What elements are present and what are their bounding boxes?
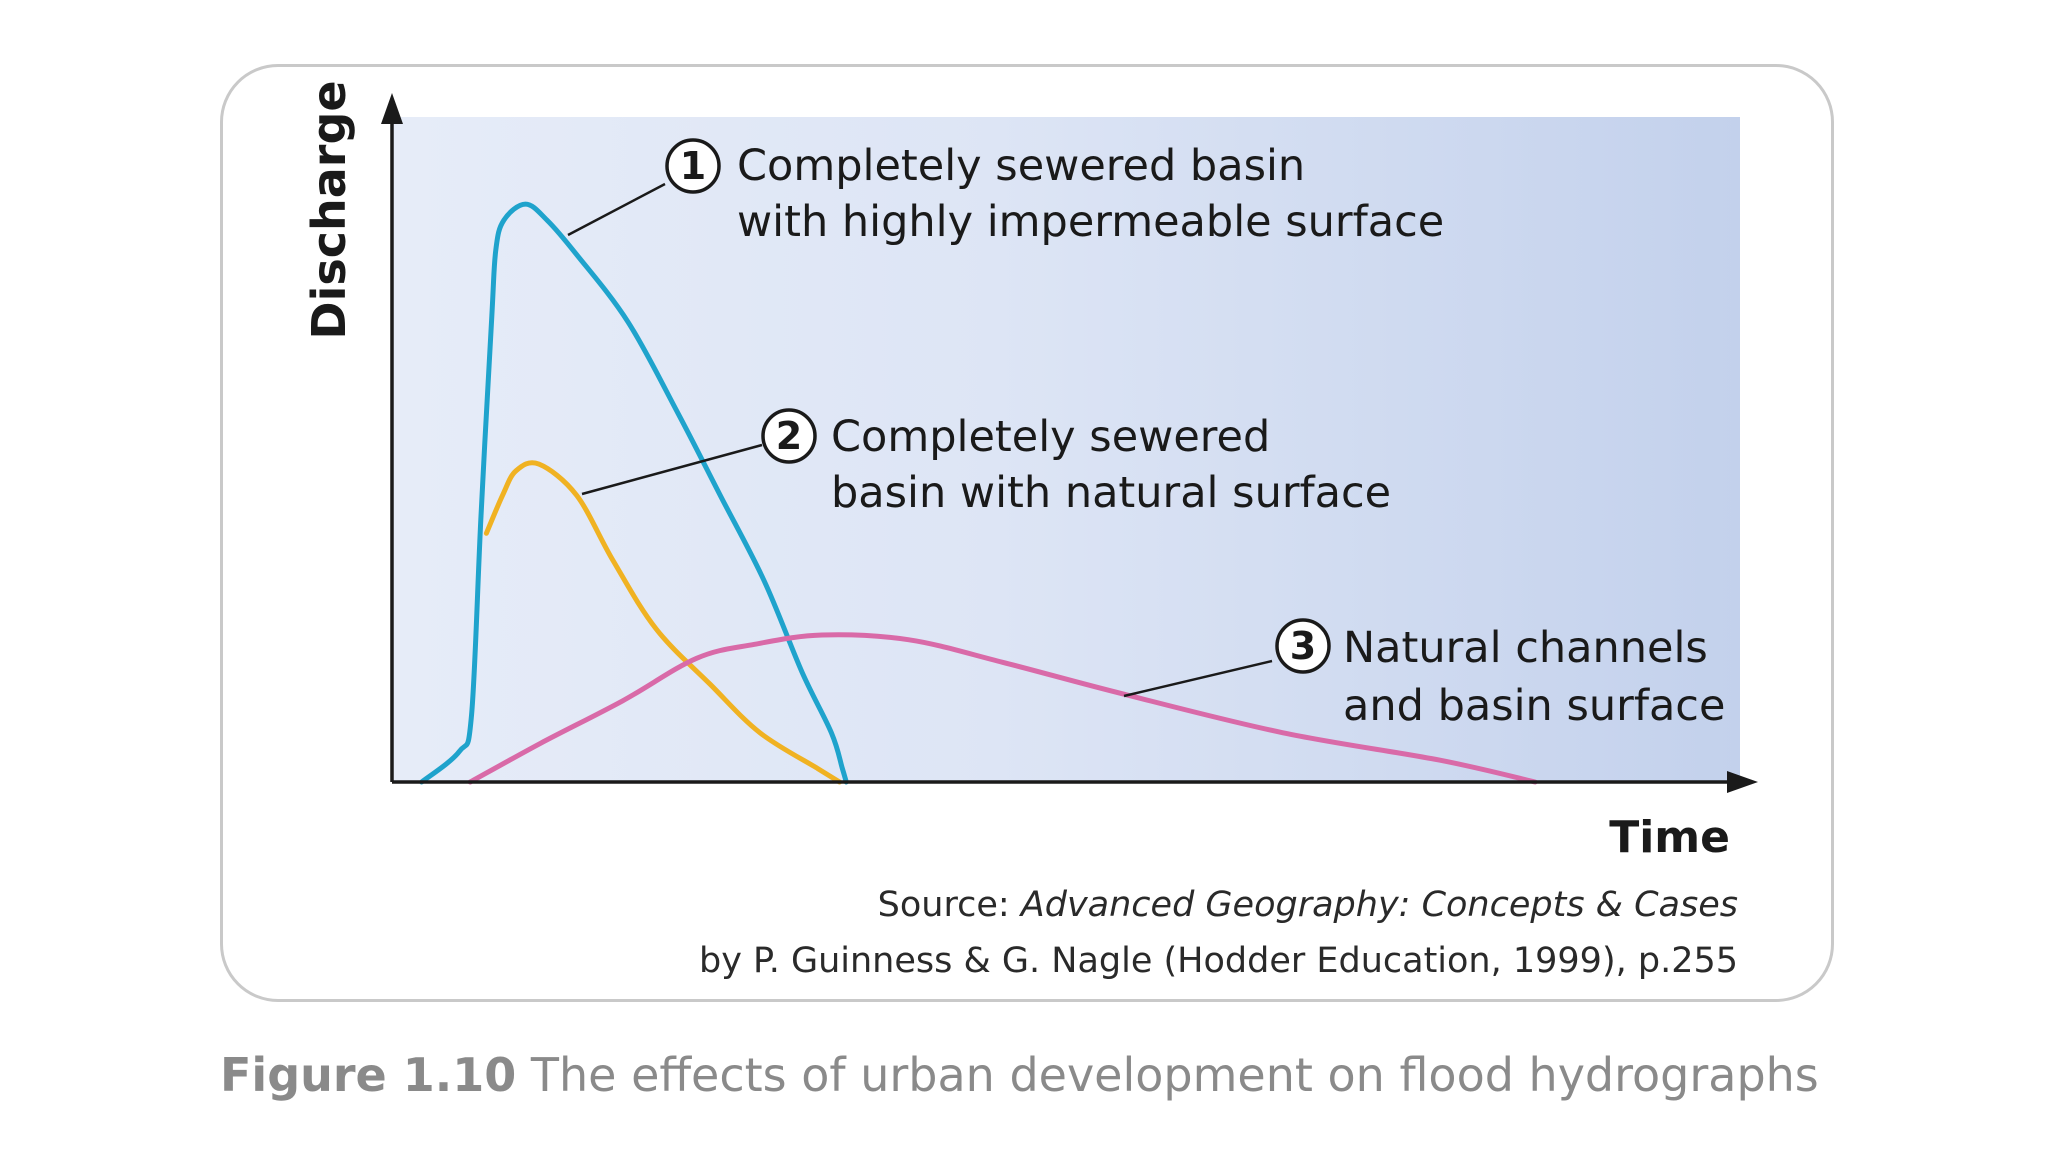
series-layer (419, 201, 1538, 785)
series-label-1-line-1: Completely sewered basin (737, 141, 1305, 191)
marker-number-1: 1 (680, 144, 706, 188)
leader-line-2 (581, 443, 763, 496)
series-label-2-line-1: Completely sewered (831, 412, 1270, 462)
source-line-2: by P. Guinness & G. Nagle (Hodder Educat… (699, 941, 1738, 981)
source-title: Advanced Geography: Concepts & Cases (1020, 885, 1738, 925)
marker-number-2: 2 (776, 414, 802, 458)
series-line-3 (467, 632, 1538, 785)
series-label-3-line-1: Natural channels (1343, 623, 1708, 673)
y-axis-arrow (381, 93, 403, 124)
leader-line-1 (567, 182, 666, 237)
plot-area (392, 117, 1740, 782)
leader-line-3 (1123, 659, 1273, 698)
leader-layer (567, 182, 1273, 698)
series-label-2-line-2: basin with natural surface (831, 468, 1391, 518)
marker-circle-1 (665, 138, 721, 194)
source-prefix: Source: (877, 885, 1021, 925)
caption-text: The effects of urban development on floo… (516, 1048, 1819, 1102)
marker-circle-2 (761, 408, 817, 464)
marker-circle-3 (1275, 618, 1331, 674)
y-axis-label: Discharge (302, 80, 356, 339)
series-label-1-line-2: with highly impermeable surface (737, 197, 1444, 247)
series-label-3-line-2: and basin surface (1343, 681, 1725, 731)
x-axis-label: Time (1609, 812, 1730, 863)
series-line-2 (483, 460, 842, 785)
label-layer: 1 Completely sewered basin with highly imp… (665, 138, 1725, 731)
marker-number-3: 3 (1290, 624, 1316, 668)
series-line-1 (419, 201, 849, 785)
caption-label: Figure 1.10 (220, 1048, 517, 1102)
source-line-1: Source: Advanced Geography: Concepts & C… (878, 888, 1738, 923)
figure-caption: Figure 1.10 The effects of urban develop… (220, 1052, 1819, 1098)
x-axis-arrow (1727, 771, 1758, 793)
